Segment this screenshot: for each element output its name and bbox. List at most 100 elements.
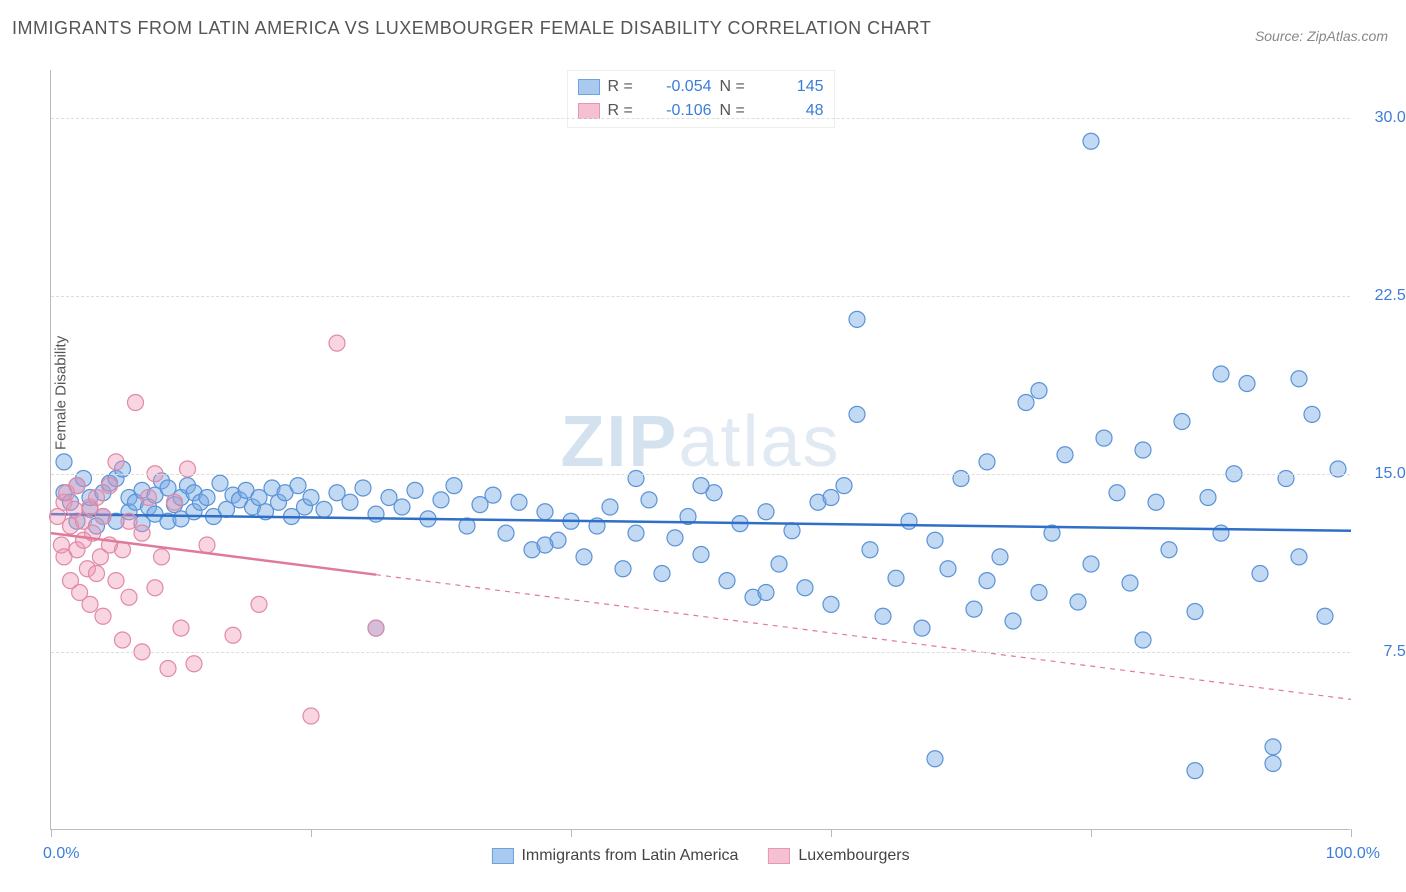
data-point (394, 499, 410, 515)
data-point (1291, 549, 1307, 565)
data-point (446, 478, 462, 494)
data-point (1213, 525, 1229, 541)
data-point (95, 608, 111, 624)
data-point (992, 549, 1008, 565)
data-point (979, 454, 995, 470)
data-point (316, 501, 332, 517)
data-point (498, 525, 514, 541)
data-point (167, 494, 183, 510)
data-point (511, 494, 527, 510)
data-point (888, 570, 904, 586)
x-tick (51, 829, 52, 837)
data-point (771, 556, 787, 572)
data-point (186, 656, 202, 672)
data-point (251, 596, 267, 612)
x-tick (831, 829, 832, 837)
data-point (719, 573, 735, 589)
data-point (862, 542, 878, 558)
data-point (303, 490, 319, 506)
bottom-legend-label-0: Immigrants from Latin America (521, 847, 738, 865)
data-point (147, 580, 163, 596)
data-point (1083, 556, 1099, 572)
data-point (485, 487, 501, 503)
data-point (115, 632, 131, 648)
data-point (1265, 756, 1281, 772)
data-point (1031, 585, 1047, 601)
data-point (797, 580, 813, 596)
data-point (290, 478, 306, 494)
data-point (355, 480, 371, 496)
bottom-legend-swatch-1 (768, 848, 790, 864)
data-point (141, 490, 157, 506)
data-point (154, 549, 170, 565)
data-point (875, 608, 891, 624)
data-point (329, 335, 345, 351)
data-point (901, 513, 917, 529)
data-point (537, 537, 553, 553)
data-point (1200, 490, 1216, 506)
data-point (628, 525, 644, 541)
data-point (1005, 613, 1021, 629)
data-point (1070, 594, 1086, 610)
data-point (1187, 604, 1203, 620)
data-point (1148, 494, 1164, 510)
y-tick-label: 15.0% (1360, 465, 1406, 483)
data-point (1096, 430, 1112, 446)
data-point (82, 596, 98, 612)
source-attribution: Source: ZipAtlas.com (1255, 28, 1388, 44)
bottom-legend-label-1: Luxembourgers (798, 847, 909, 865)
data-point (966, 601, 982, 617)
x-axis-max-label: 100.0% (1326, 845, 1380, 863)
trend-line-dashed (376, 575, 1351, 700)
data-point (89, 566, 105, 582)
data-point (160, 661, 176, 677)
data-point (1109, 485, 1125, 501)
data-point (615, 561, 631, 577)
data-point (121, 589, 137, 605)
data-point (407, 482, 423, 498)
x-axis-min-label: 0.0% (43, 845, 79, 863)
data-point (199, 537, 215, 553)
y-tick-label: 7.5% (1360, 643, 1406, 661)
data-point (1122, 575, 1138, 591)
x-tick (1351, 829, 1352, 837)
scatter-svg (51, 70, 1350, 829)
data-point (914, 620, 930, 636)
data-point (693, 478, 709, 494)
data-point (576, 549, 592, 565)
data-point (368, 620, 384, 636)
data-point (1161, 542, 1177, 558)
data-point (102, 478, 118, 494)
data-point (823, 596, 839, 612)
data-point (667, 530, 683, 546)
bottom-legend: Immigrants from Latin America Luxembourg… (491, 847, 909, 865)
chart-container: IMMIGRANTS FROM LATIN AMERICA VS LUXEMBO… (0, 0, 1406, 892)
data-point (342, 494, 358, 510)
data-point (1018, 395, 1034, 411)
data-point (1174, 414, 1190, 430)
y-tick-label: 30.0% (1360, 109, 1406, 127)
data-point (1031, 383, 1047, 399)
data-point (303, 708, 319, 724)
data-point (1083, 133, 1099, 149)
data-point (979, 573, 995, 589)
data-point (121, 513, 137, 529)
data-point (1291, 371, 1307, 387)
data-point (758, 585, 774, 601)
x-tick (311, 829, 312, 837)
data-point (537, 504, 553, 520)
bottom-legend-swatch-0 (491, 848, 513, 864)
data-point (225, 627, 241, 643)
data-point (927, 751, 943, 767)
data-point (602, 499, 618, 515)
data-point (1317, 608, 1333, 624)
data-point (1239, 376, 1255, 392)
y-tick-label: 22.5% (1360, 287, 1406, 305)
data-point (641, 492, 657, 508)
data-point (1213, 366, 1229, 382)
data-point (849, 311, 865, 327)
data-point (212, 475, 228, 491)
data-point (56, 454, 72, 470)
data-point (95, 509, 111, 525)
data-point (128, 395, 144, 411)
